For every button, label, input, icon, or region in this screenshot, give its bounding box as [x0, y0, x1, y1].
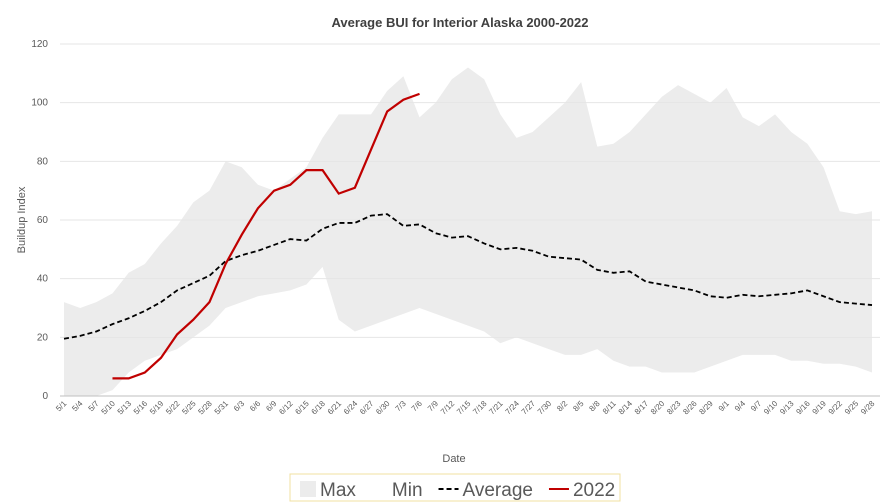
x-tick-label: 7/27 [520, 399, 538, 417]
x-tick-label: 5/10 [100, 399, 118, 417]
x-tick-label: 6/9 [264, 399, 279, 414]
line [63, 213, 873, 340]
x-tick-label: 8/11 [601, 399, 618, 416]
x-tick-label: 8/5 [571, 399, 586, 414]
x-tick-label: 9/22 [827, 399, 845, 417]
x-tick-label: 7/18 [471, 399, 489, 417]
x-tick-label: 5/4 [70, 399, 85, 414]
legend-box [289, 473, 621, 502]
x-tick-label: 9/7 [749, 399, 764, 414]
x-tick-label: 9/1 [717, 399, 732, 414]
x-tick-label: 9/28 [859, 399, 877, 417]
x-tick-label: 7/9 [426, 399, 441, 414]
y-tick-label: 120 [31, 39, 48, 50]
y-axis-label: Buildup Index [16, 186, 28, 253]
x-tick-label: 8/2 [555, 399, 570, 414]
x-tick-label: 9/16 [794, 399, 812, 417]
x-axis-label: Date [442, 453, 465, 465]
x-tick-label: 6/24 [342, 399, 360, 417]
area [64, 266, 872, 396]
x-tick-label: 6/3 [232, 399, 247, 414]
x-tick-label: 8/20 [649, 399, 667, 417]
legend-label: Max [320, 480, 356, 501]
x-tick-label: 5/7 [87, 399, 102, 414]
x-tick-label: 6/27 [358, 399, 376, 417]
x-tick-label: 7/6 [410, 399, 425, 414]
x-tick-label: 5/25 [180, 399, 198, 417]
x-tick-label: 7/12 [439, 399, 457, 417]
x-tick-label: 9/25 [843, 399, 861, 417]
x-tick-label: 9/10 [762, 399, 780, 417]
x-tick-label: 7/21 [487, 399, 505, 417]
y-tick-label: 60 [37, 215, 49, 226]
x-tick-label: 5/22 [164, 399, 182, 417]
x-tick-label: 5/19 [148, 399, 166, 417]
x-tick-label: 8/14 [617, 399, 635, 417]
legend-label: 2022 [573, 480, 615, 501]
x-tick-label: 7/30 [536, 399, 554, 417]
x-tick-label: 6/12 [277, 399, 295, 417]
x-tick-label: 8/17 [633, 399, 651, 417]
y-tick-label: 40 [37, 274, 49, 285]
x-tick-label: 5/16 [132, 399, 150, 417]
x-tick-label: 6/18 [310, 399, 328, 417]
y-tick-label: 20 [37, 332, 49, 343]
x-tick-label: 5/13 [116, 399, 134, 417]
legend-label: Average [463, 480, 533, 501]
x-tick-label: 7/24 [504, 399, 522, 417]
x-tick-label: 7/3 [394, 399, 409, 414]
line [112, 92, 420, 380]
legend-label: Min [392, 480, 423, 501]
y-tick-label: 100 [31, 98, 48, 109]
x-tick-label: 6/30 [374, 399, 392, 417]
x-tick-label: 9/19 [811, 399, 829, 417]
x-tick-label: 6/21 [326, 399, 344, 417]
legend-swatch [371, 481, 388, 497]
y-tick-label: 80 [37, 156, 49, 167]
x-tick-label: 9/13 [778, 399, 796, 417]
x-tick-label: 6/6 [248, 399, 263, 414]
x-tick-label: 8/8 [587, 399, 602, 414]
x-tick-label: 5/31 [213, 399, 231, 417]
x-tick-label: 5/28 [196, 399, 214, 417]
x-tick-label: 5/1 [54, 399, 69, 414]
x-tick-label: 8/23 [665, 399, 683, 417]
x-tick-label: 6/15 [293, 399, 311, 417]
x-tick-label: 8/26 [681, 399, 699, 417]
y-tick-label: 0 [42, 391, 48, 402]
x-tick-label: 9/4 [733, 399, 748, 414]
legend-swatch [300, 481, 316, 497]
chart-title: Average BUI for Interior Alaska 2000-202… [332, 15, 589, 30]
x-tick-label: 8/29 [697, 399, 715, 417]
x-tick-label: 7/15 [455, 399, 473, 417]
